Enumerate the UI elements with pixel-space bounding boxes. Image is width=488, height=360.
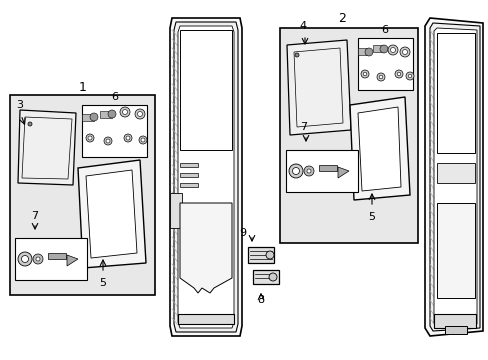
Polygon shape (286, 40, 350, 135)
Circle shape (402, 50, 407, 54)
Text: 9: 9 (238, 228, 245, 238)
Bar (178, 314, 234, 324)
Circle shape (405, 72, 413, 80)
Polygon shape (67, 255, 78, 266)
Text: 5: 5 (368, 212, 375, 222)
Bar (357, 48, 368, 55)
Bar (15, 238, 87, 280)
Polygon shape (337, 167, 348, 178)
Circle shape (33, 254, 43, 264)
Bar (357, 38, 412, 90)
Circle shape (407, 74, 411, 78)
Bar (247, 247, 273, 263)
Circle shape (86, 134, 94, 142)
Polygon shape (174, 22, 238, 332)
Circle shape (364, 48, 372, 56)
Polygon shape (424, 18, 482, 336)
Circle shape (18, 252, 32, 266)
Bar (252, 270, 279, 284)
Bar (82, 114, 94, 121)
Bar (433, 314, 475, 328)
Text: 1: 1 (79, 81, 86, 94)
Circle shape (265, 251, 273, 259)
Circle shape (379, 45, 387, 53)
Bar (10, 95, 155, 295)
Text: 8: 8 (257, 295, 264, 305)
Text: 7: 7 (300, 122, 307, 132)
Circle shape (360, 70, 368, 78)
Text: 6: 6 (381, 25, 387, 35)
Bar (180, 163, 198, 167)
Bar (318, 165, 336, 171)
Polygon shape (429, 23, 479, 331)
Circle shape (363, 72, 366, 76)
Polygon shape (86, 170, 137, 258)
Circle shape (126, 136, 130, 140)
Polygon shape (178, 26, 234, 328)
Circle shape (394, 70, 402, 78)
Polygon shape (78, 160, 146, 268)
Circle shape (390, 48, 395, 53)
Text: 4: 4 (299, 21, 306, 31)
Bar (48, 253, 66, 259)
Bar (280, 28, 417, 243)
Circle shape (122, 109, 127, 114)
Bar (82, 105, 147, 157)
Bar (285, 150, 357, 192)
Circle shape (120, 107, 130, 117)
Text: 3: 3 (16, 100, 23, 110)
Bar (444, 326, 466, 334)
Polygon shape (180, 203, 231, 293)
Bar (372, 45, 383, 52)
Circle shape (387, 45, 397, 55)
Circle shape (21, 256, 28, 262)
Circle shape (28, 122, 32, 126)
Circle shape (399, 47, 409, 57)
Polygon shape (170, 18, 242, 336)
Polygon shape (357, 107, 400, 191)
Bar (170, 193, 182, 228)
Circle shape (141, 138, 145, 142)
Text: 5: 5 (99, 278, 106, 288)
Circle shape (139, 136, 147, 144)
Text: 2: 2 (338, 12, 346, 24)
Circle shape (124, 134, 132, 142)
Circle shape (90, 113, 98, 121)
Bar (180, 173, 198, 177)
Bar (100, 111, 112, 118)
Polygon shape (349, 97, 409, 200)
Text: 7: 7 (31, 211, 39, 221)
Circle shape (288, 164, 303, 178)
Circle shape (292, 167, 299, 175)
Bar (436, 33, 474, 153)
Circle shape (396, 72, 400, 76)
Text: 6: 6 (111, 92, 118, 102)
Bar (180, 30, 231, 150)
Bar (436, 203, 474, 298)
Circle shape (104, 137, 112, 145)
Circle shape (137, 112, 142, 117)
Bar (436, 163, 474, 183)
Circle shape (88, 136, 92, 140)
Circle shape (376, 73, 384, 81)
Circle shape (268, 273, 276, 281)
Circle shape (36, 257, 40, 261)
Circle shape (135, 109, 145, 119)
Polygon shape (18, 110, 76, 185)
Bar (180, 183, 198, 187)
Polygon shape (433, 28, 476, 326)
Circle shape (304, 166, 313, 176)
Circle shape (306, 169, 310, 173)
Circle shape (378, 75, 382, 79)
Circle shape (106, 139, 110, 143)
Circle shape (108, 110, 116, 118)
Circle shape (294, 53, 298, 57)
